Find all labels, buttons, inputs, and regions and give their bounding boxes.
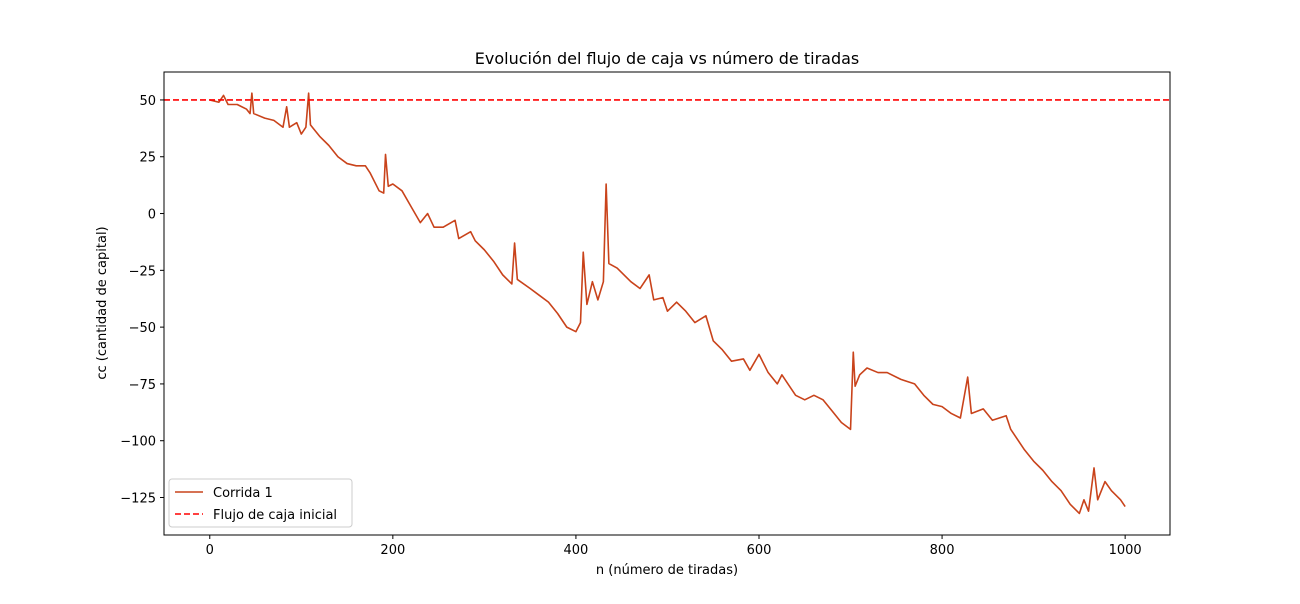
legend-label: Corrida 1 xyxy=(213,486,273,501)
x-tick-label: 1000 xyxy=(1109,543,1142,558)
x-tick-label: 600 xyxy=(747,543,772,558)
x-tick-label: 400 xyxy=(564,543,589,558)
legend-label: Flujo de caja inicial xyxy=(213,508,337,523)
y-tick-label: 50 xyxy=(139,94,156,109)
y-tick-label: 0 xyxy=(148,208,156,223)
data-line xyxy=(209,92,1126,515)
y-tick-label: −100 xyxy=(120,435,156,450)
y-tick-label: −50 xyxy=(129,321,156,336)
x-tick-label: 200 xyxy=(380,543,405,558)
y-tick-label: −125 xyxy=(120,492,156,507)
y-tick-label: −25 xyxy=(129,264,156,279)
y-axis-label: cc (cantidad de capital) xyxy=(95,226,110,379)
y-tick-label: −75 xyxy=(129,378,156,393)
x-tick-label: 800 xyxy=(930,543,955,558)
chart-title: Evolución del flujo de caja vs número de… xyxy=(475,49,860,68)
x-axis-label: n (número de tiradas) xyxy=(596,563,738,578)
plot-frame xyxy=(163,71,1171,536)
legend-box xyxy=(168,478,353,528)
y-tick-label: 25 xyxy=(139,151,156,166)
x-tick-label: 0 xyxy=(206,543,214,558)
